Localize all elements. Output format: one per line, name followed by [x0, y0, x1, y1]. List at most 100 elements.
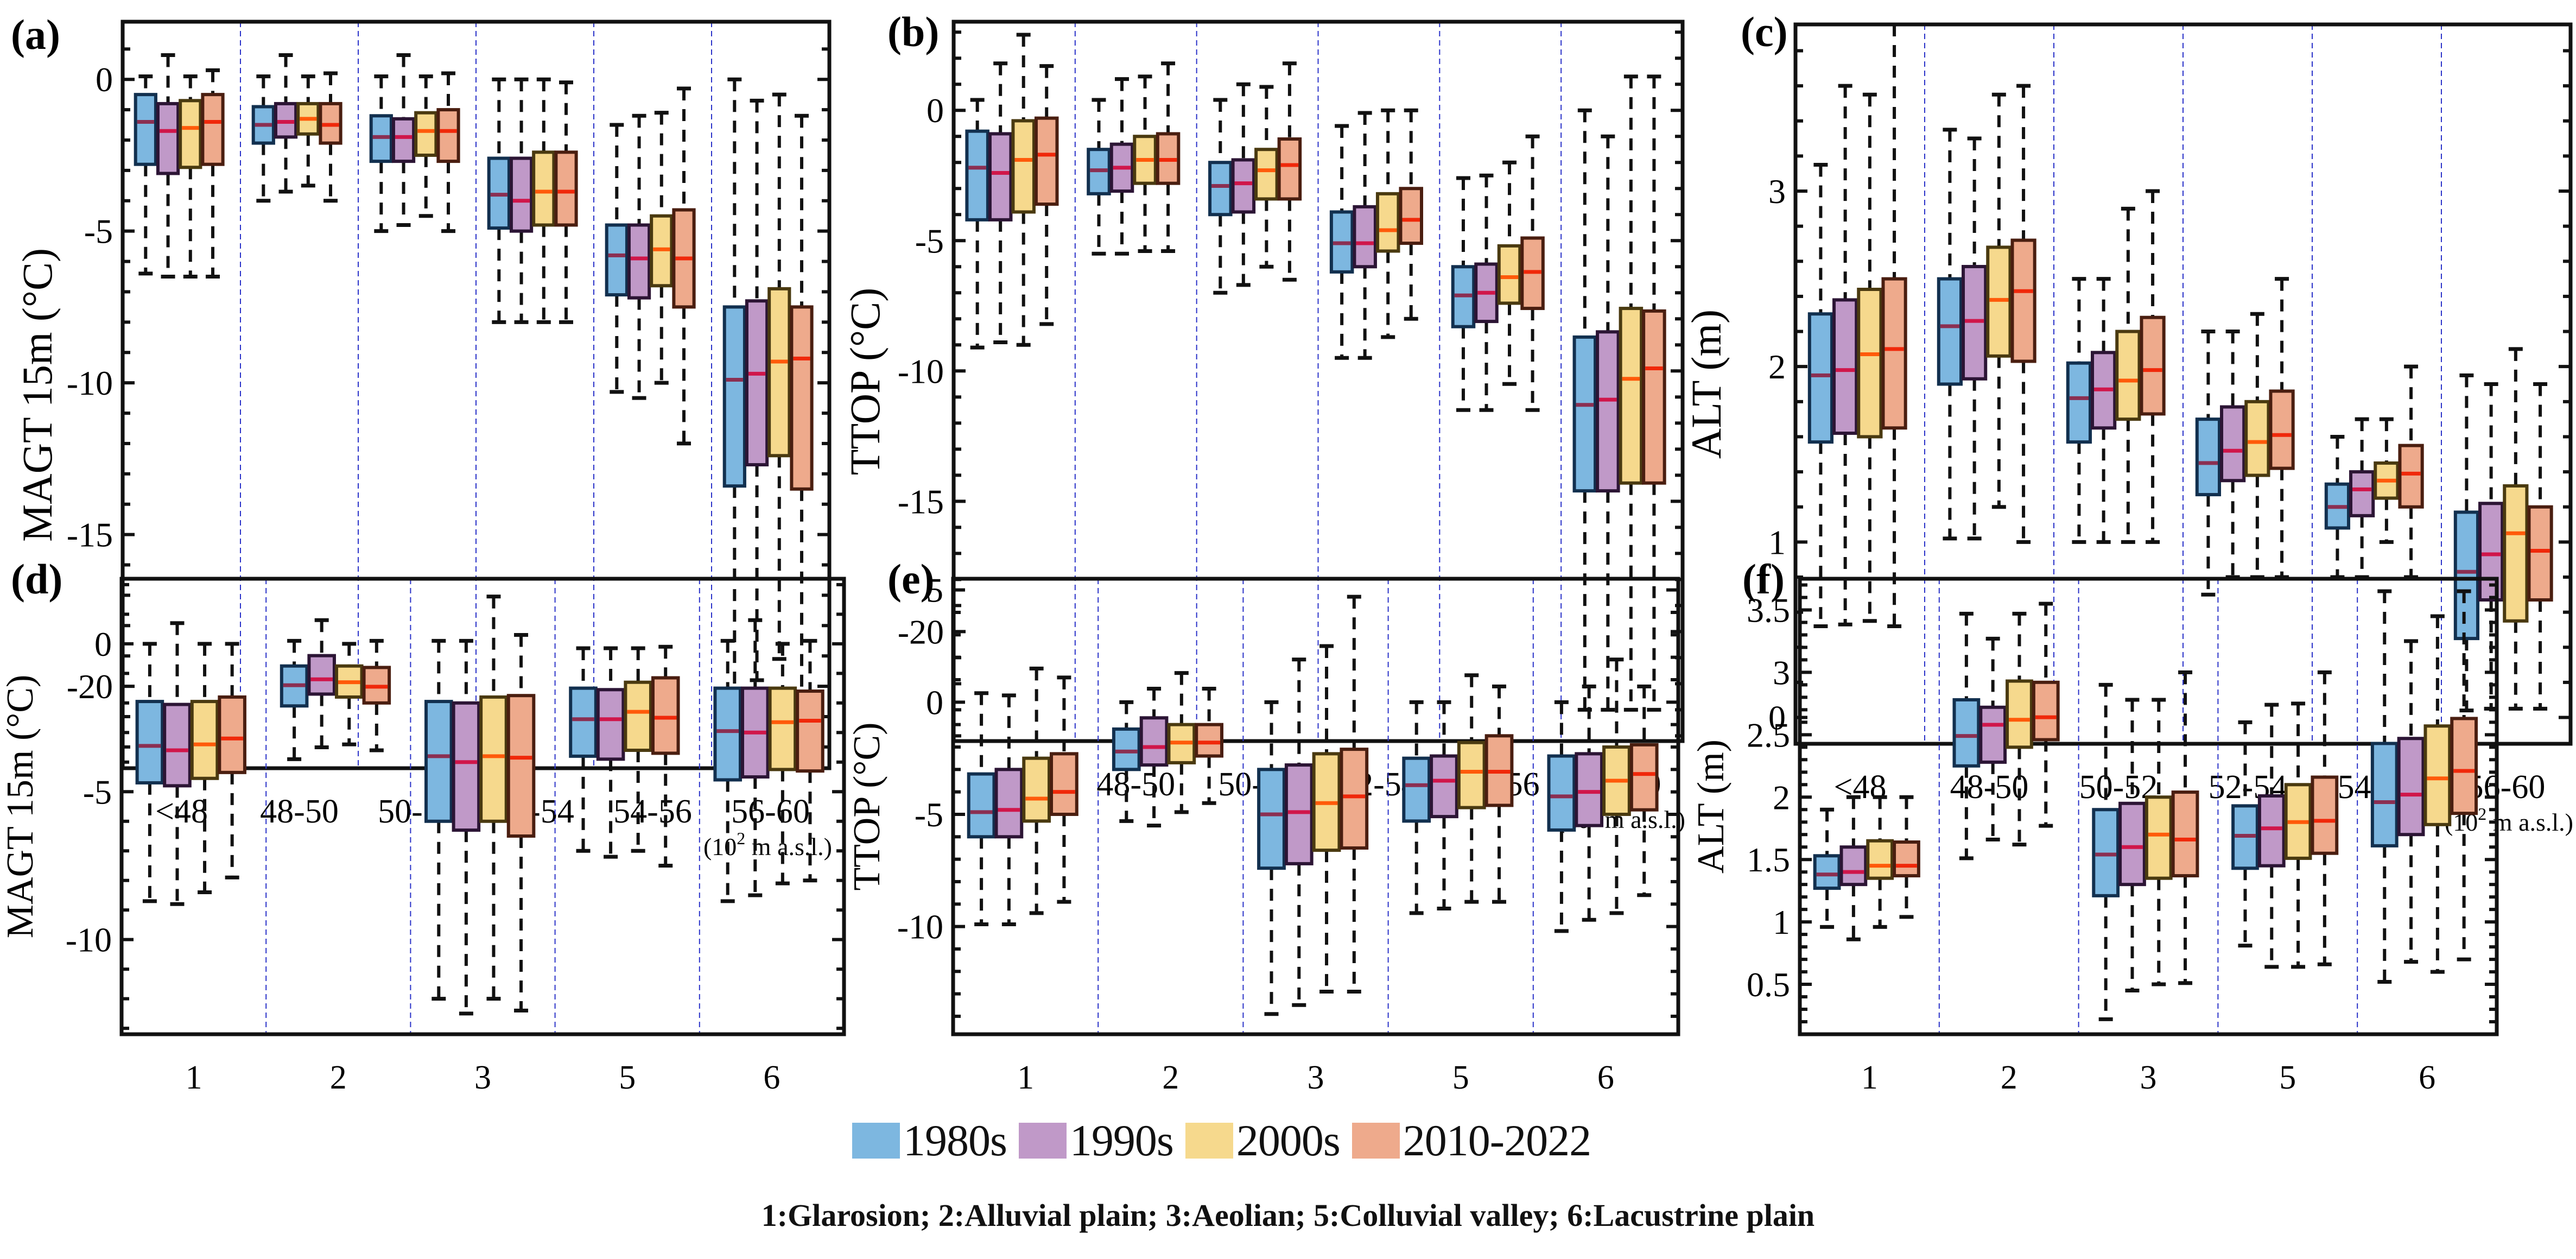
y-tick-label: 1	[1768, 523, 1786, 561]
box-2010-2022	[1893, 795, 1920, 919]
iqr-box	[2032, 680, 2060, 742]
box-1990s	[509, 77, 534, 324]
iqr-box	[2311, 775, 2339, 855]
box-2000s	[2115, 206, 2141, 544]
box-1980s	[251, 74, 275, 203]
box-1990s	[1139, 687, 1169, 828]
y-tick-label: 1	[1773, 903, 1790, 941]
y-tick-label: -10	[897, 908, 943, 946]
panel-label: (d)	[11, 555, 62, 603]
box-1990s	[2091, 277, 2117, 544]
iqr-box	[2450, 717, 2478, 815]
x-tick-label: 1	[1861, 1059, 1878, 1096]
box-1990s	[1596, 134, 1620, 712]
iqr-box	[2423, 724, 2452, 826]
x-tick-label: 3	[474, 1059, 491, 1096]
iqr-box	[1497, 244, 1522, 305]
box-1980s	[135, 642, 164, 903]
iqr-box	[2140, 315, 2166, 416]
box-1990s	[391, 53, 416, 227]
box-1980s	[2066, 277, 2092, 544]
iqr-box	[994, 768, 1024, 839]
panel-label: (b)	[887, 8, 939, 55]
x-tick-label: 3	[1308, 1059, 1324, 1096]
iqr-box	[554, 150, 578, 227]
iqr-box	[1813, 854, 1841, 890]
x-tick-label: 48-50	[1950, 769, 2029, 806]
iqr-box	[391, 117, 416, 163]
iqr-box	[479, 695, 508, 823]
box-1990s	[307, 618, 336, 750]
box-2000s	[1011, 33, 1036, 347]
box-1990s	[1979, 636, 2007, 842]
box-2000s	[768, 642, 797, 885]
box-2000s	[2244, 312, 2270, 579]
iqr-box	[1257, 768, 1286, 870]
iqr-box	[506, 694, 536, 838]
iqr-box	[1050, 752, 1078, 816]
iqr-box	[2195, 417, 2222, 497]
iqr-box	[1284, 763, 1314, 865]
box-2010-2022	[506, 633, 536, 1013]
box-1990s	[988, 61, 1013, 344]
box-1990s	[1962, 136, 1988, 541]
box-2000s	[190, 642, 219, 894]
box-2000s	[334, 642, 364, 746]
box-2000s	[2374, 417, 2400, 544]
box-2010-2022	[2171, 670, 2199, 985]
iqr-box	[1022, 756, 1051, 823]
box-1980s	[967, 691, 996, 926]
iqr-box	[1254, 148, 1279, 201]
iqr-box	[2115, 330, 2141, 421]
box-1990s	[163, 621, 192, 906]
box-1980s	[487, 77, 511, 324]
iqr-box	[1208, 161, 1233, 217]
x-tick-label: 5	[1452, 1059, 1469, 1096]
iqr-box	[2397, 737, 2425, 837]
y-axis-label: MAGT 15m (°C)	[0, 675, 41, 939]
y-tick-label: -5	[915, 222, 944, 260]
iqr-box	[1340, 748, 1369, 850]
box-2010-2022	[2527, 382, 2553, 711]
iqr-box	[509, 156, 534, 233]
box-1990s	[2257, 703, 2286, 969]
box-2010-2022	[1629, 684, 1659, 897]
box-1980s	[369, 74, 393, 233]
iqr-box	[1596, 330, 1620, 493]
box-1980s	[1572, 108, 1597, 712]
box-2010-2022	[554, 80, 578, 324]
iqr-box	[1231, 158, 1256, 214]
box-2010-2022	[1340, 594, 1369, 994]
box-1980s	[1813, 807, 1841, 929]
box-2000s	[767, 92, 791, 661]
box-2010-2022	[2269, 277, 2295, 579]
box-1990s	[1575, 684, 1604, 922]
iqr-box	[1375, 192, 1400, 253]
plot-frame	[119, 577, 846, 1036]
box-2010-2022	[651, 644, 680, 868]
legend: 1980s 1990s 2000s 2010-2022	[852, 1118, 1591, 1163]
box-2000s	[1254, 85, 1279, 269]
iqr-box	[2171, 790, 2199, 878]
x-axis-unit: (102 m a.s.l.)	[703, 828, 832, 861]
box-1990s	[596, 646, 625, 859]
y-tick-label: 0	[94, 625, 112, 663]
box-2010-2022	[2032, 602, 2060, 828]
box-1990s	[1109, 77, 1134, 256]
box-2000s	[1857, 92, 1883, 623]
y-axis-label: MAGT 15m (°C)	[14, 248, 61, 542]
box-1990s	[740, 618, 770, 897]
box-1980s	[713, 638, 742, 903]
y-tick-label: -5	[915, 795, 943, 834]
box-1990s	[1353, 111, 1377, 360]
box-1980s	[1952, 611, 1981, 861]
iqr-box	[2006, 679, 2033, 749]
box-2010-2022	[1520, 134, 1545, 412]
x-tick-label: 48-50	[1096, 766, 1175, 803]
y-tick-label: -10	[67, 364, 113, 402]
y-tick-label: -10	[66, 921, 112, 959]
x-tick-label: <48	[1834, 769, 1887, 806]
box-2010-2022	[1277, 61, 1302, 282]
box-2000s	[2423, 614, 2452, 974]
iqr-box	[452, 701, 481, 832]
